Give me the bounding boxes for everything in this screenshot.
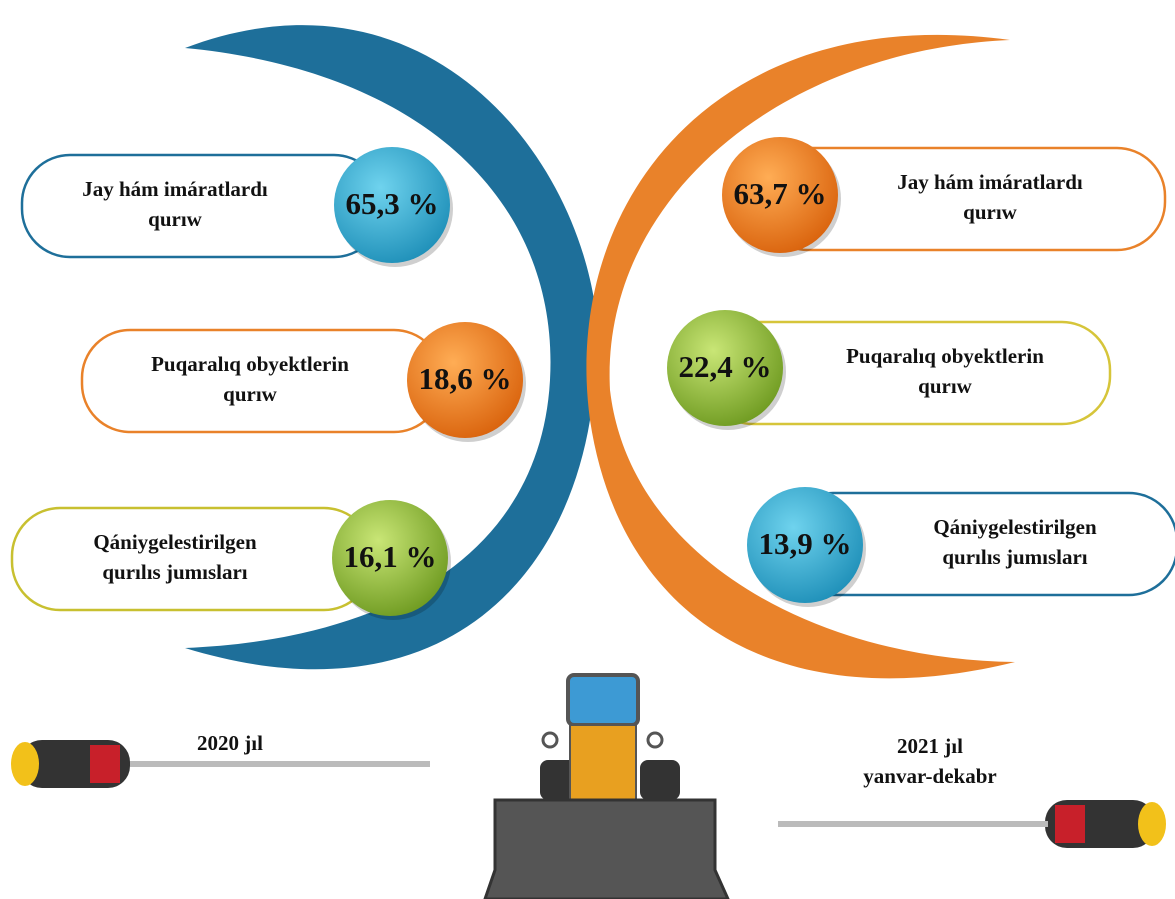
item-label: qurıw [223,382,278,406]
period-label: 2020 jıl [197,731,263,755]
item-value: 16,1 % [344,539,437,574]
page: Jay hám imáratlardı qurıw 65,3 % Puqaralıq … [0,0,1175,899]
item-box [22,155,382,257]
item-label: Jay hám imáratlardı [897,170,1083,194]
item-value: 13,9 % [759,526,852,561]
item-label: qurılıs jumısları [942,545,1087,569]
bulldozer-icon [485,675,728,899]
item-label: qurılıs jumısları [102,560,247,584]
item-label: Puqaralıq obyektlerin [151,352,349,376]
screwdriver-right [778,800,1166,848]
item-label: Puqaralıq obyektlerin [846,344,1044,368]
item-value: 65,3 % [346,186,439,221]
item-label: qurıw [148,207,203,231]
item-value: 18,6 % [419,361,512,396]
item-value: 22,4 % [679,349,772,384]
item-value: 63,7 % [734,176,827,211]
period-label: yanvar-dekabr [863,764,996,788]
period-label: 2021 jıl [897,734,963,758]
item-label: Jay hám imáratlardı [82,177,268,201]
item-label: qurıw [963,200,1018,224]
item-label: Qániygelestirilgen [933,515,1097,539]
item-label: qurıw [918,374,973,398]
item-label: Qániygelestirilgen [93,530,257,554]
infographic: Jay hám imáratlardı qurıw 65,3 % Puqaralıq … [0,0,1175,899]
